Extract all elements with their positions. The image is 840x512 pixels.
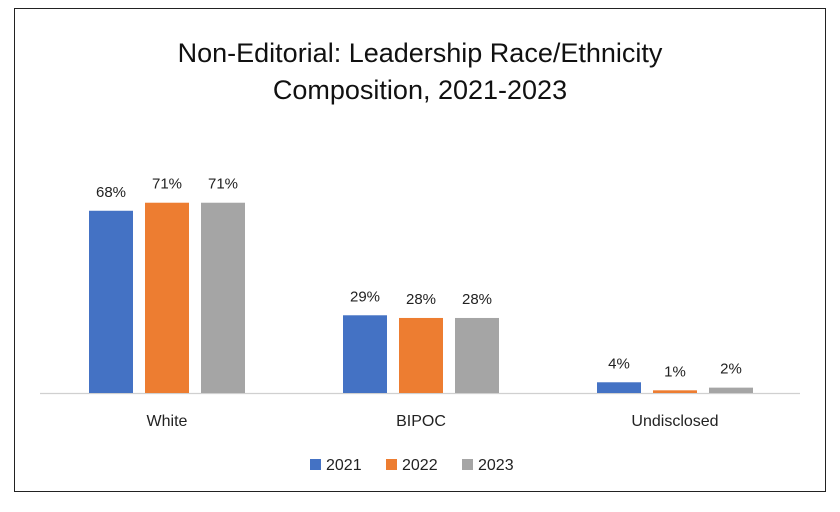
bar-undisclosed-2023 xyxy=(709,387,753,393)
chart-title-line2: Composition, 2021-2023 xyxy=(272,75,568,105)
chart-title-line1: Non-Editorial: Leadership Race/Ethnicity xyxy=(177,38,663,68)
data-label-bipoc-2022: 28% xyxy=(406,291,436,308)
bar-undisclosed-2022 xyxy=(653,390,697,393)
data-label-white-2023: 71% xyxy=(208,176,238,193)
data-label-bipoc-2021: 29% xyxy=(350,288,380,305)
data-label-white-2022: 71% xyxy=(152,176,182,193)
bar-undisclosed-2021 xyxy=(597,382,641,393)
data-label-white-2021: 68% xyxy=(96,184,126,201)
chart-title: Non-Editorial: Leadership Race/Ethnicity… xyxy=(15,35,825,109)
category-label-undisclosed: Undisclosed xyxy=(631,413,718,430)
category-label-white: White xyxy=(147,413,188,430)
bar-bipoc-2021 xyxy=(343,315,387,393)
legend-label-2022: 2022 xyxy=(402,457,438,474)
legend-label-2023: 2023 xyxy=(478,457,514,474)
data-label-bipoc-2023: 28% xyxy=(462,291,492,308)
category-label-bipoc: BIPOC xyxy=(396,413,446,430)
bar-bipoc-2022 xyxy=(399,317,443,393)
legend-label-2021: 2021 xyxy=(326,457,362,474)
legend-swatch-2022 xyxy=(386,459,397,470)
bar-white-2023 xyxy=(201,202,245,393)
bar-white-2022 xyxy=(145,202,189,393)
bar-white-2021 xyxy=(89,210,133,393)
data-label-undisclosed-2021: 4% xyxy=(608,355,630,372)
data-label-undisclosed-2022: 1% xyxy=(664,363,686,380)
bar-bipoc-2023 xyxy=(455,317,499,393)
data-label-undisclosed-2023: 2% xyxy=(720,361,742,378)
legend-swatch-2023 xyxy=(462,459,473,470)
legend-swatch-2021 xyxy=(310,459,321,470)
